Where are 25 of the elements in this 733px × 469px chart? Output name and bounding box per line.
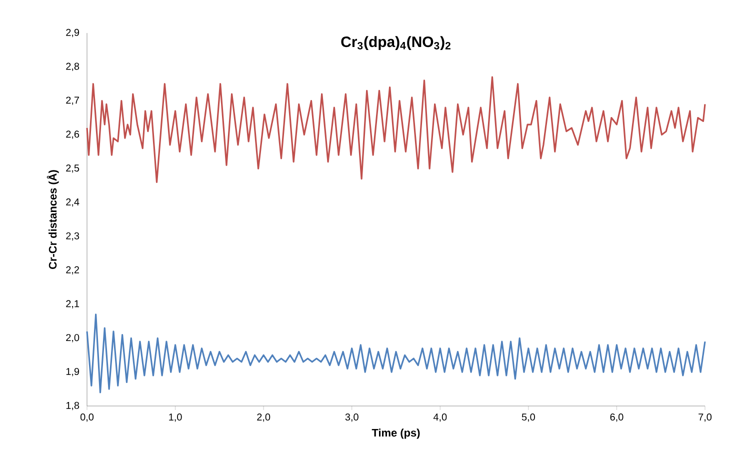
line-series <box>86 76 706 183</box>
x-tick-label: 4,0 <box>433 414 447 422</box>
y-tick-label: 2,9 <box>66 28 80 38</box>
y-tick-label: 1,8 <box>66 402 80 410</box>
x-tick-label: 3,0 <box>345 414 358 422</box>
x-tick-label: 0,0 <box>80 414 94 422</box>
y-tick-label: 2,2 <box>66 266 79 274</box>
y-tick-label: 2,6 <box>66 130 80 139</box>
x-axis-title: Time (ps) <box>372 428 420 439</box>
line-series <box>86 314 706 394</box>
x-tick-label: 7,0 <box>698 414 712 422</box>
x-tick-label: 6,0 <box>610 414 624 422</box>
x-tick-label: 5,0 <box>522 414 535 422</box>
y-tick-label: 2,8 <box>66 62 80 72</box>
chart-title: Cr$_{3}$(dpa)$_{4}$(NO$_{3}$)$_{2}$ <box>341 36 450 50</box>
y-tick-label: 2,0 <box>66 334 80 342</box>
y-tick-label: 2,7 <box>66 96 79 105</box>
y-tick-label: 2,5 <box>66 164 80 173</box>
y-axis-title: Cr-Cr distances (Å) <box>46 170 59 269</box>
y-tick-label: 2,4 <box>66 198 80 207</box>
x-tick-label: 1,0 <box>169 414 182 422</box>
x-tick-label: 2,0 <box>257 414 270 422</box>
y-tick-label: 2,3 <box>66 232 80 241</box>
y-tick-label: 2,1 <box>66 300 80 308</box>
y-tick-label: 1,9 <box>66 368 80 376</box>
